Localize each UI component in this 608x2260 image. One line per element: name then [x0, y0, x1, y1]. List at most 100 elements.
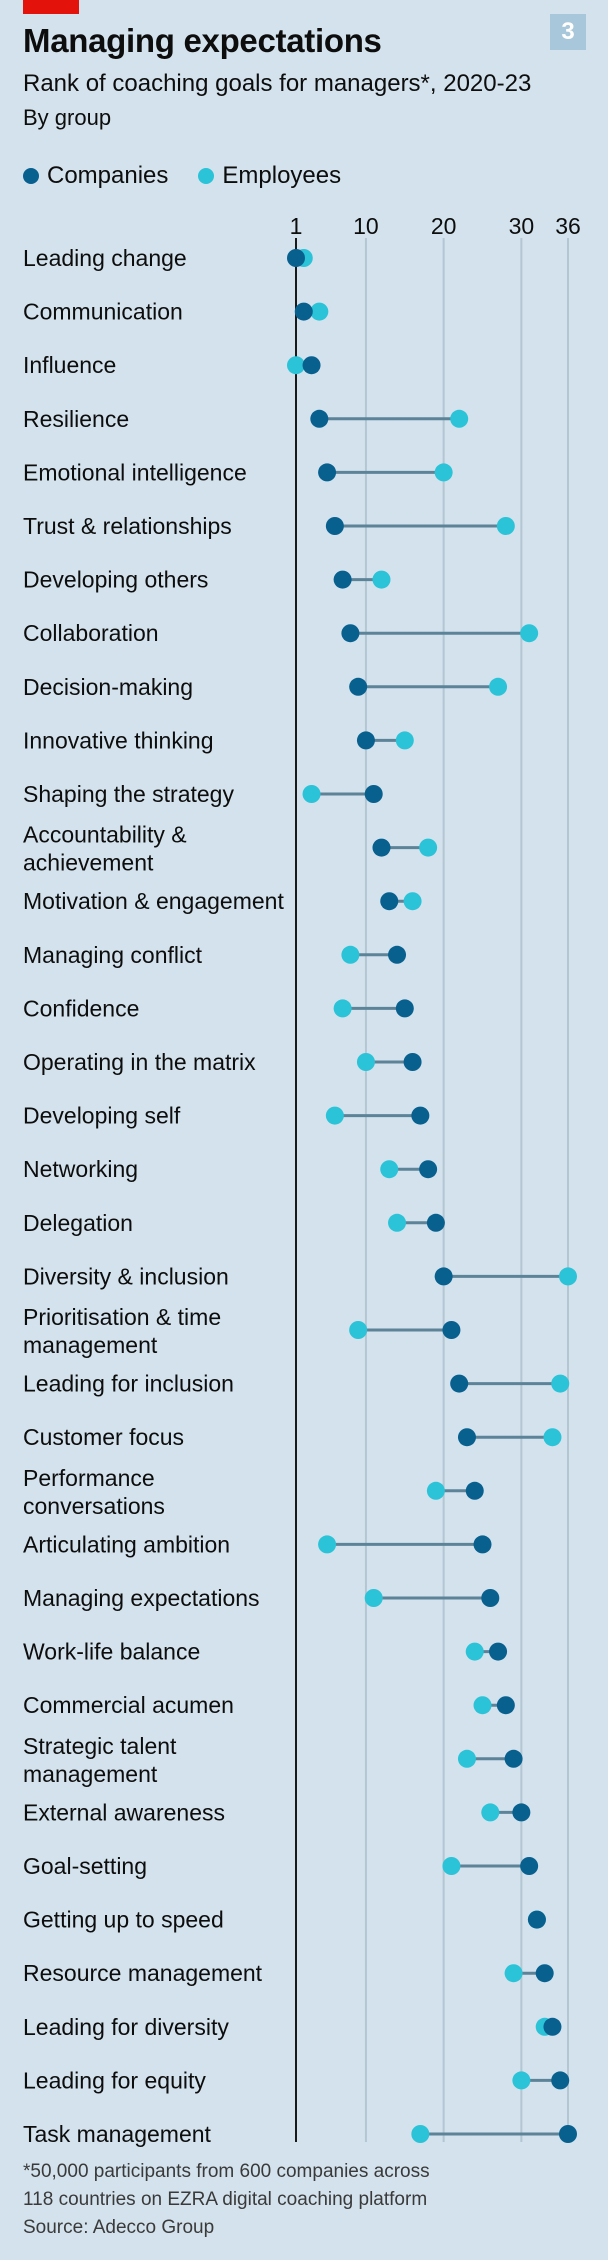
employees-point — [504, 1964, 523, 1983]
category-label: Strategic talent management — [23, 1733, 177, 1787]
companies-point — [310, 409, 329, 428]
companies-point — [364, 785, 383, 803]
companies-point — [318, 463, 337, 482]
chart-subsubtitle: By group — [23, 105, 112, 130]
x-tick-label: 1 — [290, 213, 303, 239]
employees-point — [496, 517, 515, 535]
companies-point — [457, 1428, 476, 1447]
employees-point — [318, 1535, 337, 1554]
companies-point — [559, 2125, 577, 2143]
category-label: Leading for inclusion — [23, 1371, 234, 1397]
employees-point — [520, 624, 539, 643]
employees-point — [411, 2125, 430, 2143]
category-label: Leading for equity — [23, 2067, 206, 2093]
category-label: Influence — [23, 352, 116, 378]
companies-point — [527, 1910, 546, 1929]
companies-point — [419, 1160, 438, 1179]
brand-red-tag — [23, 0, 79, 14]
companies-point — [333, 570, 352, 589]
category-label: Accountability & achievement — [23, 822, 187, 876]
employees-point — [419, 838, 438, 857]
chart-title: Managing expectations — [23, 22, 382, 59]
companies-point — [465, 1481, 484, 1500]
category-label: External awareness — [23, 1799, 225, 1825]
companies-point — [450, 1374, 469, 1393]
x-tick-label: 36 — [555, 213, 581, 239]
x-tick-label: 20 — [431, 213, 457, 239]
category-label: Shaping the strategy — [23, 781, 234, 807]
companies-point — [520, 1857, 539, 1875]
legend-label-employees: Employees — [222, 162, 342, 189]
companies-point — [543, 2017, 562, 2036]
category-label: Confidence — [23, 995, 139, 1021]
category-label: Getting up to speed — [23, 1907, 224, 1933]
category-label: Managing expectations — [23, 1585, 260, 1611]
category-label: Performance conversations — [23, 1465, 165, 1519]
source-note: Source: Adecco Group — [23, 2217, 215, 2238]
employees-point — [457, 1749, 476, 1768]
companies-point — [287, 249, 305, 267]
employees-point — [341, 945, 360, 964]
companies-point — [512, 1803, 531, 1822]
companies-point — [496, 1696, 515, 1715]
employees-point — [442, 1857, 461, 1875]
companies-point — [426, 1213, 445, 1232]
companies-point — [380, 892, 399, 911]
employees-point — [349, 1321, 368, 1339]
employees-point — [559, 1267, 577, 1286]
employees-point — [310, 302, 329, 321]
footnote-line-2: 118 countries on EZRA digital coaching p… — [23, 2189, 428, 2210]
category-label: Resilience — [23, 406, 129, 432]
companies-point — [388, 945, 407, 964]
companies-point — [349, 677, 368, 696]
employees-point — [434, 463, 453, 482]
footnote: *50,000 participants from 600 companies … — [23, 2158, 583, 2242]
employees-point — [465, 1642, 484, 1661]
category-label: Developing self — [23, 1103, 181, 1129]
companies-point — [356, 731, 375, 750]
x-tick-label: 10 — [353, 213, 379, 239]
legend: Companies Employees — [23, 162, 341, 190]
companies-point — [442, 1321, 461, 1339]
employees-point — [481, 1803, 500, 1822]
employees-point — [403, 892, 422, 911]
companies-point — [489, 1642, 508, 1661]
category-label: Developing others — [23, 567, 208, 593]
category-label: Resource management — [23, 1960, 263, 1986]
companies-point — [403, 1053, 422, 1071]
employees-point — [551, 1374, 570, 1393]
category-label: Motivation & engagement — [23, 888, 284, 914]
employees-point — [426, 1481, 445, 1500]
x-tick-label: 30 — [509, 213, 535, 239]
category-label: Emotional intelligence — [23, 459, 247, 485]
category-label: Leading change — [23, 245, 187, 271]
companies-point — [504, 1749, 523, 1768]
employees-point — [325, 1106, 344, 1125]
category-label: Diversity & inclusion — [23, 1263, 229, 1289]
category-label: Work-life balance — [23, 1639, 200, 1665]
employees-point — [489, 677, 508, 696]
category-label: Goal-setting — [23, 1853, 147, 1879]
employees-point — [302, 785, 321, 803]
employees-point — [450, 409, 469, 428]
companies-point — [434, 1267, 453, 1286]
legend-item-employees: Employees — [198, 162, 341, 190]
employees-point — [364, 1589, 383, 1607]
companies-point — [473, 1535, 492, 1554]
category-label: Commercial acumen — [23, 1692, 234, 1718]
category-label: Collaboration — [23, 620, 159, 646]
employees-point — [356, 1053, 375, 1071]
legend-label-companies: Companies — [47, 162, 169, 189]
companies-point — [341, 624, 360, 643]
category-label: Delegation — [23, 1210, 133, 1236]
category-label: Managing conflict — [23, 942, 203, 968]
footnote-line-1: *50,000 participants from 600 companies … — [23, 2161, 430, 2182]
category-label: Decision-making — [23, 674, 193, 700]
employees-point — [333, 999, 352, 1018]
legend-swatch-companies — [23, 168, 39, 184]
category-label: Leading for diversity — [23, 2014, 229, 2040]
category-label: Trust & relationships — [23, 513, 232, 539]
category-label: Customer focus — [23, 1424, 184, 1450]
employees-point — [380, 1160, 399, 1179]
